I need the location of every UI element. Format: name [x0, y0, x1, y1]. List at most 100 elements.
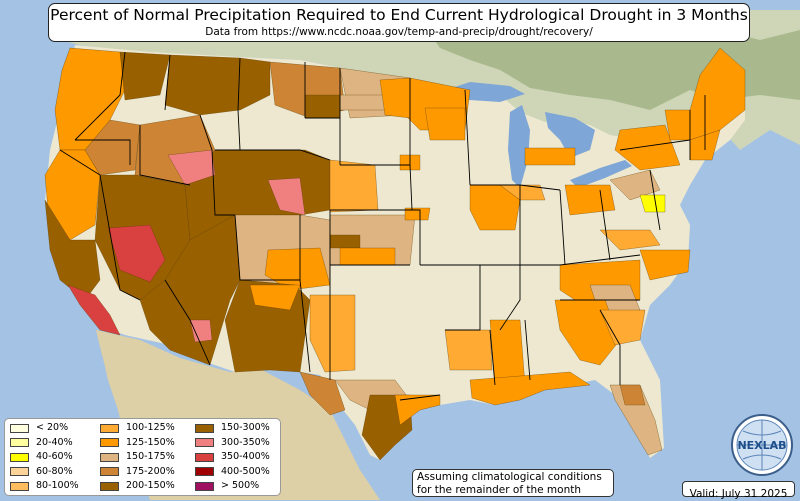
legend-item: 20-40%: [10, 437, 73, 449]
note-line-2: for the remainder of the month: [417, 484, 582, 496]
state-border: [139, 125, 191, 186]
legend-item: < 20%: [10, 422, 68, 434]
drought-region: [614, 124, 681, 171]
legend-label: 350-400%: [221, 451, 270, 462]
state-border: [215, 149, 331, 161]
drought-region: [264, 247, 331, 291]
drought-region: [489, 319, 526, 386]
legend-swatch: [195, 423, 214, 433]
legend-label: 150-175%: [126, 451, 175, 462]
legend-swatch: [100, 423, 119, 433]
drought-region: [639, 249, 691, 281]
state-border: [499, 185, 521, 331]
drought-region: [329, 234, 361, 249]
legend-label: 175-200%: [126, 465, 175, 477]
state-border: [599, 309, 621, 385]
drought-region: [424, 107, 466, 141]
drought-region: [304, 94, 341, 119]
legend-label: 125-150%: [126, 436, 175, 448]
drought-region: [339, 247, 396, 266]
legend-swatch: [10, 452, 29, 462]
drought-region: [189, 319, 213, 343]
state-border: [74, 51, 126, 141]
state-border: [199, 114, 235, 216]
legend-swatch: [10, 423, 29, 433]
valid-date-badge: Valid: July 31 2025: [682, 481, 795, 500]
drought-region: [609, 384, 663, 456]
drought-region: [329, 159, 379, 213]
state-border: [234, 214, 311, 373]
state-border: [420, 264, 481, 331]
legend-swatch: [195, 467, 214, 476]
legend-label: 100-125%: [126, 422, 175, 433]
legend-item: > 500%: [195, 480, 259, 492]
state-border: [524, 319, 531, 381]
drought-region: [664, 47, 746, 141]
drought-region: [609, 169, 661, 201]
lake-huron: [545, 112, 595, 158]
note-line-1: Assuming climatological conditions: [417, 471, 602, 483]
state-border: [340, 164, 413, 211]
legend-panel: < 20% 20-40% 40-60% 60-80% 80-100% 100-125% 12…: [4, 418, 281, 496]
state-border: [480, 254, 641, 266]
legend-item: 125-150%: [100, 437, 175, 449]
state-border: [619, 139, 691, 151]
map-subtitle: Data from https://www.ncdc.noaa.gov/temp…: [205, 26, 593, 38]
legend-swatch: [195, 452, 214, 462]
globe-icon: NEXLAB: [731, 414, 793, 476]
drought-region: [249, 284, 301, 311]
legend-item: 150-175%: [100, 451, 175, 463]
drought-region: [619, 384, 646, 406]
state-border: [164, 54, 171, 111]
legend-item: 100-125%: [100, 422, 175, 434]
drought-region: [394, 394, 441, 426]
drought-region: [599, 229, 661, 251]
valid-date: Valid: July 31 2025: [689, 488, 788, 500]
drought-regions: [44, 47, 746, 461]
legend-item: 60-80%: [10, 466, 73, 478]
legend-label: 80-100%: [36, 480, 79, 491]
legend-item: 150-300%: [195, 422, 270, 434]
state-border: [599, 189, 611, 261]
legend-item: 300-350%: [195, 437, 270, 449]
legend-label: 40-60%: [36, 451, 73, 462]
legend-swatch: [100, 467, 119, 476]
state-border: [75, 139, 131, 165]
state-border: [649, 169, 661, 231]
legend-item: 200-150%: [100, 480, 175, 492]
legend-label: < 20%: [36, 422, 69, 433]
legend-label: 20-40%: [36, 436, 73, 448]
legend-label: 200-150%: [126, 480, 175, 491]
legend-item: 40-60%: [10, 451, 73, 463]
drought-region: [164, 54, 271, 116]
state-border: [164, 279, 211, 366]
drought-region: [404, 207, 431, 221]
state-borders: [59, 51, 706, 401]
legend-swatch: [10, 438, 29, 447]
logo-text: NEXLAB: [737, 439, 786, 452]
drought-region: [167, 149, 216, 186]
legend-swatch: [100, 452, 119, 462]
drought-region: [599, 309, 646, 346]
legend-item: 350-400%: [195, 451, 270, 463]
drought-region: [524, 147, 576, 166]
drought-region: [379, 77, 411, 119]
state-border: [489, 329, 496, 386]
drought-region: [139, 214, 241, 366]
legend-label: 400-500%: [221, 465, 270, 477]
legend-label: > 500%: [221, 480, 260, 491]
state-border: [464, 89, 471, 186]
logo-meridians: [737, 420, 787, 470]
drought-region: [119, 51, 171, 101]
legend-swatch: [100, 481, 119, 491]
legend-label: 150-300%: [221, 422, 270, 433]
assumption-note: Assuming climatological conditions for t…: [412, 469, 614, 497]
legend-item: 175-200%: [100, 466, 175, 478]
drought-region: [67, 284, 121, 336]
map-title: Percent of Normal Precipitation Required…: [50, 6, 748, 24]
state-border: [399, 394, 441, 401]
drought-region: [564, 184, 616, 216]
state-border: [59, 149, 141, 301]
legend-swatch: [195, 481, 214, 491]
state-border: [237, 57, 241, 111]
